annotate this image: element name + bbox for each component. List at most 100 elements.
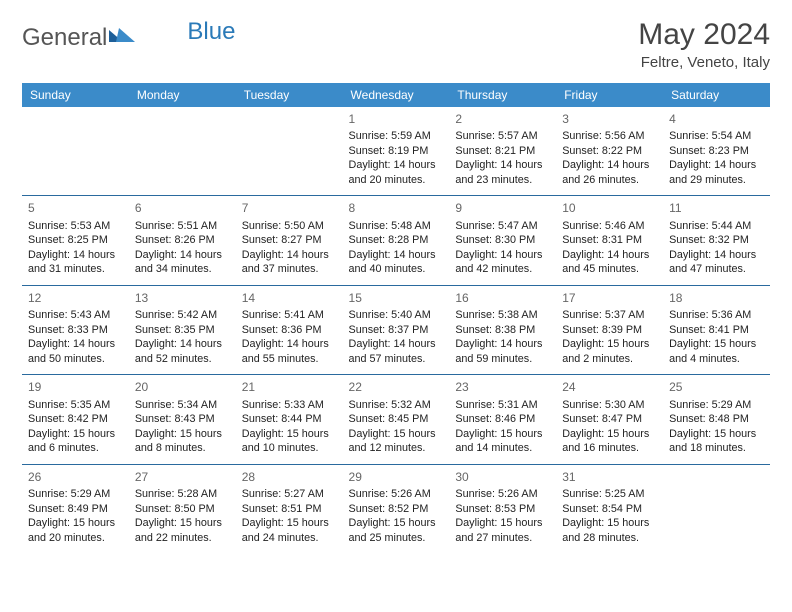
daylight-text: and 55 minutes.: [242, 352, 337, 367]
calendar-day-cell: 29 Sunrise: 5:26 AMSunset: 8:52 PMDayligh…: [343, 464, 450, 553]
daylight-text: Daylight: 14 hours: [28, 248, 123, 263]
day-number: 5: [28, 200, 123, 216]
sunset-text: Sunset: 8:43 PM: [135, 412, 230, 427]
daylight-text: and 34 minutes.: [135, 262, 230, 277]
brand-part2: Blue: [187, 18, 235, 46]
sunset-text: Sunset: 8:28 PM: [349, 233, 444, 248]
sunrise-text: Sunrise: 5:53 AM: [28, 219, 123, 234]
sunset-text: Sunset: 8:49 PM: [28, 502, 123, 517]
sunset-text: Sunset: 8:27 PM: [242, 233, 337, 248]
calendar-day-cell: 13Sunrise: 5:42 AMSunset: 8:35 PMDayligh…: [129, 285, 236, 374]
sunrise-text: Sunrise: 5:31 AM: [455, 398, 550, 413]
daylight-text: and 29 minutes.: [669, 173, 764, 188]
calendar-week-row: 12Sunrise: 5:43 AMSunset: 8:33 PMDayligh…: [22, 285, 770, 374]
calendar-day-cell: 17Sunrise: 5:37 AMSunset: 8:39 PMDayligh…: [556, 285, 663, 374]
page-title: May 2024: [638, 18, 770, 52]
sunrise-text: Sunrise: 5:59 AM: [349, 129, 444, 144]
weekday-header: Thursday: [449, 83, 556, 107]
day-number: 24: [562, 379, 657, 395]
daylight-text: Daylight: 15 hours: [349, 516, 444, 531]
daylight-text: and 6 minutes.: [28, 441, 123, 456]
day-number: 14: [242, 290, 337, 306]
sunrise-text: Sunrise: 5:37 AM: [562, 308, 657, 323]
sunrise-text: Sunrise: 5:50 AM: [242, 219, 337, 234]
calendar-day-cell: 18Sunrise: 5:36 AMSunset: 8:41 PMDayligh…: [663, 285, 770, 374]
calendar-day-cell: 11Sunrise: 5:44 AMSunset: 8:32 PMDayligh…: [663, 196, 770, 285]
calendar-day-cell: 16Sunrise: 5:38 AMSunset: 8:38 PMDayligh…: [449, 285, 556, 374]
calendar-day-cell: 24Sunrise: 5:30 AMSunset: 8:47 PMDayligh…: [556, 375, 663, 464]
day-number: 16: [455, 290, 550, 306]
sunrise-text: Sunrise: 5:54 AM: [669, 129, 764, 144]
day-number: 2: [455, 111, 550, 127]
daylight-text: and 59 minutes.: [455, 352, 550, 367]
sunrise-text: Sunrise: 5:42 AM: [135, 308, 230, 323]
weekday-header: Tuesday: [236, 83, 343, 107]
sunrise-text: Sunrise: 5:30 AM: [562, 398, 657, 413]
calendar-day-cell: 10Sunrise: 5:46 AMSunset: 8:31 PMDayligh…: [556, 196, 663, 285]
daylight-text: Daylight: 15 hours: [562, 337, 657, 352]
calendar-day-cell: 8Sunrise: 5:48 AMSunset: 8:28 PMDaylight…: [343, 196, 450, 285]
daylight-text: Daylight: 14 hours: [455, 158, 550, 173]
calendar-day-cell: 15Sunrise: 5:40 AMSunset: 8:37 PMDayligh…: [343, 285, 450, 374]
daylight-text: Daylight: 15 hours: [455, 516, 550, 531]
daylight-text: Daylight: 15 hours: [562, 516, 657, 531]
calendar-body: 1Sunrise: 5:59 AMSunset: 8:19 PMDaylight…: [22, 107, 770, 553]
day-number: 7: [242, 200, 337, 216]
sunset-text: Sunset: 8:35 PM: [135, 323, 230, 338]
sunset-text: Sunset: 8:38 PM: [455, 323, 550, 338]
daylight-text: Daylight: 15 hours: [562, 427, 657, 442]
daylight-text: and 42 minutes.: [455, 262, 550, 277]
daylight-text: and 27 minutes.: [455, 531, 550, 546]
sunrise-text: Sunrise: 5:33 AM: [242, 398, 337, 413]
sunrise-text: Sunrise: 5:57 AM: [455, 129, 550, 144]
calendar-day-cell: 21Sunrise: 5:33 AMSunset: 8:44 PMDayligh…: [236, 375, 343, 464]
calendar-week-row: 19Sunrise: 5:35 AMSunset: 8:42 PMDayligh…: [22, 375, 770, 464]
sunrise-text: Sunrise: 5:27 AM: [242, 487, 337, 502]
sunrise-text: Sunrise: 5:48 AM: [349, 219, 444, 234]
sunset-text: Sunset: 8:19 PM: [349, 144, 444, 159]
daylight-text: Daylight: 15 hours: [669, 427, 764, 442]
daylight-text: and 16 minutes.: [562, 441, 657, 456]
sunset-text: Sunset: 8:33 PM: [28, 323, 123, 338]
daylight-text: Daylight: 14 hours: [349, 248, 444, 263]
sunset-text: Sunset: 8:37 PM: [349, 323, 444, 338]
daylight-text: and 40 minutes.: [349, 262, 444, 277]
day-number: 12: [28, 290, 123, 306]
daylight-text: Daylight: 14 hours: [135, 248, 230, 263]
day-number: 20: [135, 379, 230, 395]
daylight-text: and 50 minutes.: [28, 352, 123, 367]
daylight-text: Daylight: 15 hours: [669, 337, 764, 352]
weekday-header: Sunday: [22, 83, 129, 107]
daylight-text: Daylight: 15 hours: [135, 516, 230, 531]
sunrise-text: Sunrise: 5:38 AM: [455, 308, 550, 323]
daylight-text: Daylight: 14 hours: [349, 158, 444, 173]
day-number: 23: [455, 379, 550, 395]
sunset-text: Sunset: 8:51 PM: [242, 502, 337, 517]
sunset-text: Sunset: 8:53 PM: [455, 502, 550, 517]
calendar-week-row: 1Sunrise: 5:59 AMSunset: 8:19 PMDaylight…: [22, 107, 770, 196]
day-number: 30: [455, 469, 550, 485]
calendar-day-cell: [663, 464, 770, 553]
day-number: 29: [349, 469, 444, 485]
day-number: 19: [28, 379, 123, 395]
calendar-day-cell: 30Sunrise: 5:26 AMSunset: 8:53 PMDayligh…: [449, 464, 556, 553]
brand-logo: General Blue: [22, 24, 235, 52]
day-number: 21: [242, 379, 337, 395]
daylight-text: and 14 minutes.: [455, 441, 550, 456]
daylight-text: and 22 minutes.: [135, 531, 230, 546]
daylight-text: Daylight: 15 hours: [349, 427, 444, 442]
calendar-day-cell: 31Sunrise: 5:25 AMSunset: 8:54 PMDayligh…: [556, 464, 663, 553]
daylight-text: and 12 minutes.: [349, 441, 444, 456]
sunset-text: Sunset: 8:41 PM: [669, 323, 764, 338]
daylight-text: Daylight: 15 hours: [135, 427, 230, 442]
calendar-day-cell: 14Sunrise: 5:41 AMSunset: 8:36 PMDayligh…: [236, 285, 343, 374]
daylight-text: and 18 minutes.: [669, 441, 764, 456]
sunset-text: Sunset: 8:52 PM: [349, 502, 444, 517]
daylight-text: Daylight: 15 hours: [242, 516, 337, 531]
sunrise-text: Sunrise: 5:51 AM: [135, 219, 230, 234]
sunset-text: Sunset: 8:54 PM: [562, 502, 657, 517]
day-number: 25: [669, 379, 764, 395]
daylight-text: Daylight: 14 hours: [455, 248, 550, 263]
sunrise-text: Sunrise: 5:26 AM: [349, 487, 444, 502]
calendar-day-cell: 22Sunrise: 5:32 AMSunset: 8:45 PMDayligh…: [343, 375, 450, 464]
